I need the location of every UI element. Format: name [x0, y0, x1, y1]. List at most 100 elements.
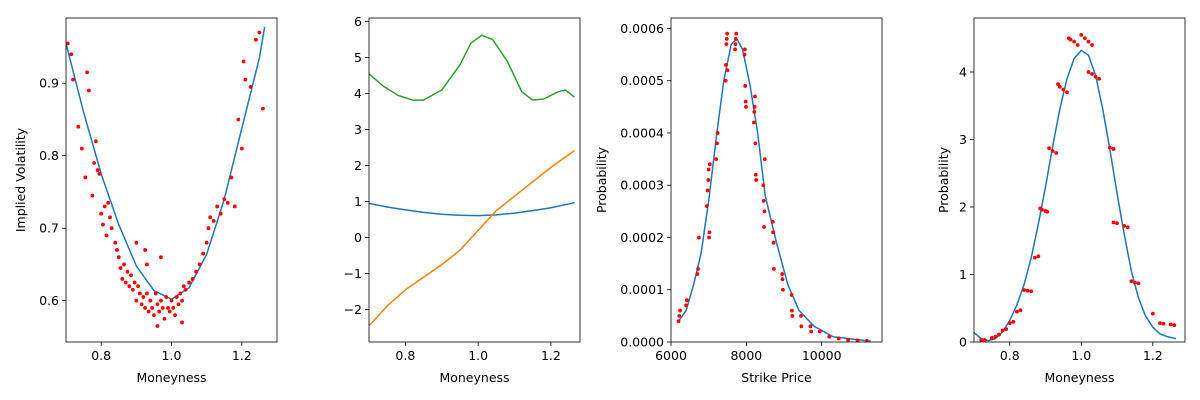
- data-point: [144, 262, 149, 267]
- data-point: [243, 77, 248, 82]
- data-point: [86, 88, 91, 93]
- data-point: [83, 175, 88, 180]
- data-point: [130, 287, 135, 292]
- data-point: [115, 248, 119, 252]
- data-point: [781, 287, 785, 292]
- x-tick-label: 0.8: [395, 348, 415, 363]
- data-point: [261, 106, 265, 111]
- y-tick-label: 0: [354, 230, 362, 245]
- data-point: [1032, 255, 1037, 260]
- data-point: [144, 291, 149, 296]
- data-point: [695, 272, 700, 276]
- data-point: [734, 31, 739, 36]
- x-axis-label: Moneyness: [1044, 370, 1114, 385]
- data-point: [1111, 220, 1116, 225]
- data-point: [724, 63, 728, 67]
- data-point: [211, 219, 216, 223]
- panel-derivatives: Moneyness 0.8 1.0 1.2 −2 −1 0 1 2 3 4 5 6: [344, 14, 581, 385]
- data-point: [780, 272, 785, 276]
- data-point: [715, 131, 720, 135]
- data-point: [127, 284, 132, 289]
- data-point: [714, 157, 719, 162]
- y-tick-label: 0.0006: [620, 21, 664, 36]
- data-point: [167, 309, 172, 314]
- data-point: [141, 295, 146, 299]
- data-point: [761, 183, 766, 188]
- data-point: [152, 313, 156, 318]
- data-point: [762, 157, 767, 162]
- data-point: [733, 47, 737, 52]
- y-tick-label: 0.6: [39, 293, 59, 308]
- data-point: [71, 77, 75, 82]
- data-point: [120, 277, 125, 281]
- data-point: [1150, 311, 1155, 316]
- data-point: [104, 233, 109, 238]
- data-point: [743, 84, 748, 88]
- data-point: [1011, 319, 1016, 324]
- data-point: [696, 235, 701, 240]
- plot-area: [974, 32, 1177, 342]
- data-point: [706, 178, 711, 182]
- data-point: [257, 30, 262, 35]
- y-tick-label: −2: [344, 302, 362, 317]
- x-tick-label: 0.8: [91, 348, 111, 363]
- data-point: [715, 141, 719, 146]
- x-tick-label: 1.0: [162, 348, 182, 363]
- y-axis-label: Probability: [594, 146, 609, 213]
- y-tick-label: 1: [354, 194, 362, 209]
- data-point: [743, 99, 748, 104]
- data-point: [1022, 288, 1026, 292]
- data-point: [153, 291, 158, 296]
- data-point: [799, 313, 803, 318]
- data-point: [190, 277, 195, 281]
- data-point: [129, 273, 133, 278]
- data-point: [1097, 76, 1102, 81]
- data-point: [180, 320, 184, 325]
- data-point: [780, 277, 785, 282]
- fit-line: [677, 38, 871, 342]
- data-point: [1000, 328, 1005, 333]
- data-point: [1054, 151, 1059, 155]
- y-tick-label: 0.0005: [620, 73, 664, 88]
- x-tick-label: 1.2: [541, 348, 561, 363]
- data-point: [836, 336, 841, 341]
- data-point: [725, 68, 730, 73]
- data-point: [136, 284, 140, 289]
- data-point: [90, 193, 95, 198]
- data-point: [752, 104, 757, 109]
- data-point: [122, 262, 126, 267]
- data-point: [771, 266, 776, 271]
- data-point: [204, 240, 209, 245]
- data-point: [160, 306, 165, 310]
- data-point: [93, 139, 98, 144]
- x-tick-label: 1.2: [232, 348, 252, 363]
- series-line-2: [369, 34, 576, 101]
- y-tick-label: 2: [354, 158, 362, 173]
- data-point: [1111, 147, 1116, 151]
- data-point: [1082, 36, 1087, 41]
- data-point: [143, 306, 148, 310]
- data-point: [1047, 146, 1051, 151]
- data-point: [761, 199, 766, 203]
- data-point: [724, 42, 729, 47]
- y-tick-label: 0.0003: [620, 178, 664, 193]
- y-tick-label: 0: [959, 335, 967, 350]
- data-point: [108, 215, 112, 220]
- data-point: [770, 219, 775, 224]
- data-point: [982, 338, 987, 342]
- x-axis-label: Moneyness: [439, 370, 509, 385]
- plot-area: [676, 31, 871, 342]
- data-point: [239, 146, 244, 151]
- data-point: [1040, 207, 1044, 212]
- y-tick-label: 0.0002: [620, 230, 664, 245]
- data-point: [109, 226, 114, 231]
- data-point: [696, 266, 701, 271]
- data-point: [1172, 323, 1177, 328]
- data-point: [733, 42, 738, 47]
- data-point: [817, 329, 822, 334]
- plot-area: [66, 26, 266, 328]
- data-point: [206, 226, 211, 231]
- data-point: [139, 302, 144, 307]
- x-tick-label: 6000: [655, 348, 687, 363]
- data-point: [742, 52, 747, 57]
